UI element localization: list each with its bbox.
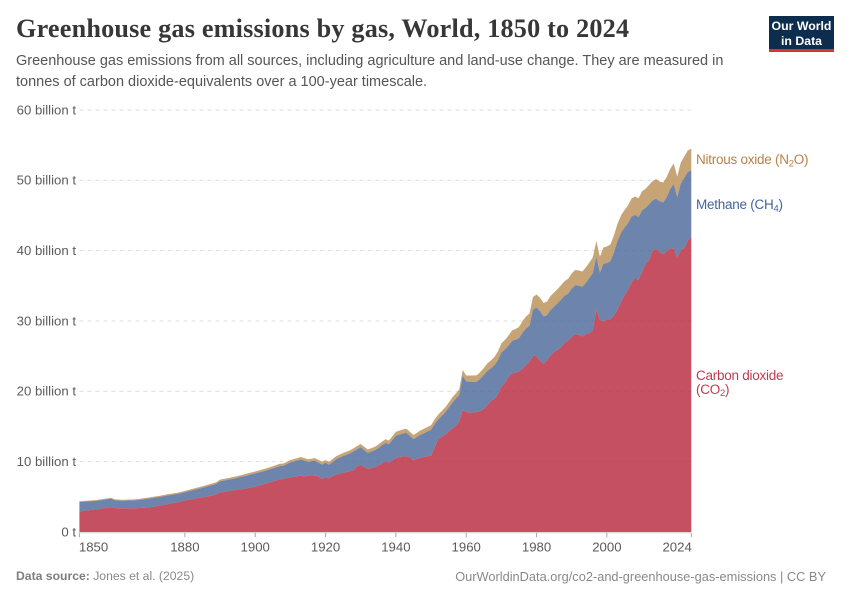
- svg-text:2024: 2024: [662, 540, 691, 555]
- svg-text:1980: 1980: [522, 540, 551, 555]
- svg-text:60 billion t: 60 billion t: [17, 102, 77, 117]
- svg-text:1960: 1960: [452, 540, 481, 555]
- svg-text:30 billion t: 30 billion t: [17, 313, 77, 328]
- svg-text:0 t: 0 t: [61, 524, 76, 539]
- svg-text:20 billion t: 20 billion t: [17, 384, 77, 399]
- svg-text:1850: 1850: [79, 540, 108, 555]
- svg-text:40 billion t: 40 billion t: [17, 243, 77, 258]
- svg-text:1940: 1940: [381, 540, 410, 555]
- svg-text:10 billion t: 10 billion t: [17, 454, 77, 469]
- svg-text:1900: 1900: [241, 540, 270, 555]
- svg-text:1880: 1880: [170, 540, 199, 555]
- svg-text:1920: 1920: [311, 540, 340, 555]
- svg-text:50 billion t: 50 billion t: [17, 173, 77, 188]
- svg-text:2000: 2000: [592, 540, 621, 555]
